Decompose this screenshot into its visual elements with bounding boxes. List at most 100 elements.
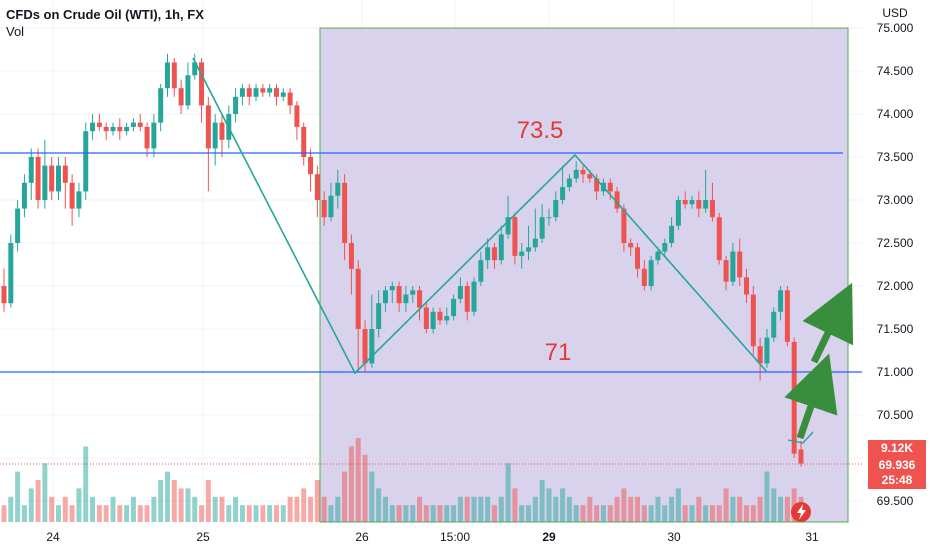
volume-bar xyxy=(376,488,382,522)
candle-body xyxy=(192,62,198,76)
candle-body xyxy=(301,126,307,157)
candle-body xyxy=(171,62,177,89)
candle-body xyxy=(498,234,504,261)
candle-body xyxy=(314,174,320,200)
volume-bar xyxy=(778,496,784,522)
volume-bar xyxy=(566,496,572,522)
volume-bar xyxy=(444,505,450,522)
candle-body xyxy=(137,122,143,127)
volume-bar xyxy=(539,480,545,522)
volume-bar xyxy=(716,505,722,522)
candle-body xyxy=(553,200,559,218)
candle-body xyxy=(771,311,777,338)
volume-bar xyxy=(560,488,566,522)
candle-body xyxy=(621,208,627,243)
bar-countdown: 25:48 xyxy=(881,473,913,487)
candle-body xyxy=(76,191,82,209)
candle-body xyxy=(62,165,68,183)
volume-bar xyxy=(355,438,361,522)
volume-indicator-label[interactable]: Vol xyxy=(6,24,25,39)
volume-bar xyxy=(696,496,702,522)
candle-body xyxy=(348,243,354,269)
volume-bar xyxy=(437,505,443,522)
candle-body xyxy=(655,251,661,261)
volume-bar xyxy=(505,463,511,522)
volume-bar xyxy=(744,505,750,522)
volume-bar xyxy=(410,505,416,522)
volume-bar xyxy=(144,505,150,522)
volume-bar xyxy=(35,480,41,522)
candle-body xyxy=(396,286,402,304)
candle-body xyxy=(260,88,266,93)
candle-body xyxy=(716,217,722,261)
target-arrow-lower[interactable] xyxy=(784,353,838,440)
lightning-icon[interactable] xyxy=(791,502,811,522)
volume-bar xyxy=(55,505,61,522)
candle-body xyxy=(335,182,341,196)
candle-body xyxy=(273,88,279,97)
volume-bar xyxy=(757,496,763,522)
candle-body xyxy=(164,62,170,89)
volume-bar xyxy=(348,446,354,522)
candle-body xyxy=(410,290,416,295)
candle-body xyxy=(519,251,525,256)
volume-bar xyxy=(498,496,504,522)
volume-bar xyxy=(417,496,423,522)
price-tick-label: 71.500 xyxy=(877,322,914,336)
volume-bar xyxy=(396,505,402,522)
candle-body xyxy=(478,260,484,282)
candle-body xyxy=(246,88,252,97)
volume-bar xyxy=(21,505,27,522)
zigzag-tail[interactable] xyxy=(787,431,814,444)
candle-body xyxy=(308,157,314,175)
volume-bar xyxy=(771,488,777,522)
volume-bar xyxy=(580,505,586,522)
candle-body xyxy=(682,200,688,205)
volume-bar xyxy=(124,505,130,522)
volume-bar xyxy=(212,496,218,522)
chart-legend: CFDs on Crude Oil (WTI), 1h, FX Vol xyxy=(6,6,204,40)
volume-bar xyxy=(764,471,770,522)
candle-body xyxy=(437,311,443,321)
candle-body xyxy=(233,96,239,114)
volume-bar xyxy=(15,471,21,522)
last-price-tag: 69.936 25:48 xyxy=(868,457,926,489)
candle-body xyxy=(178,88,184,106)
volume-bar xyxy=(587,496,593,522)
candle-body xyxy=(587,174,593,179)
volume-bar xyxy=(423,505,429,522)
volume-bar xyxy=(342,471,348,522)
volume-bar xyxy=(110,496,116,522)
candle-body xyxy=(532,238,538,248)
candle-body xyxy=(505,217,511,235)
volume-bar xyxy=(512,488,518,522)
volume-bar xyxy=(532,496,538,522)
price-axis[interactable]: 75.000 74.500 74.000 73.500 73.000 72.500 72.0… xyxy=(877,21,914,508)
price-tick-label: 71.000 xyxy=(877,365,914,379)
candle-body xyxy=(430,311,436,329)
price-tick-label: 74.500 xyxy=(877,64,914,78)
volume-bar xyxy=(457,496,463,522)
target-arrow-upper[interactable] xyxy=(802,282,854,364)
volume-bar xyxy=(178,488,184,522)
time-tick-label: 24 xyxy=(46,530,60,544)
volume-tag: 9.12K xyxy=(868,440,926,457)
volume-bar xyxy=(641,505,647,522)
candle-body xyxy=(471,281,477,312)
volume-bar xyxy=(158,480,164,522)
candle-body xyxy=(219,122,225,140)
volume-bar xyxy=(328,505,334,522)
zigzag-line[interactable] xyxy=(192,57,768,375)
volume-bar xyxy=(280,505,286,522)
volume-bar xyxy=(478,496,484,522)
volume-bars xyxy=(1,438,804,522)
candle-body xyxy=(451,298,457,317)
candle-body xyxy=(675,200,681,226)
candle-body xyxy=(69,182,75,209)
time-axis[interactable]: 24 25 26 15:00 29 30 31 xyxy=(46,530,819,544)
symbol-title[interactable]: CFDs on Crude Oil (WTI), 1h, FX xyxy=(6,7,204,22)
candle-body xyxy=(750,294,756,347)
volume-bar xyxy=(199,505,205,522)
volume-bar xyxy=(362,454,368,522)
